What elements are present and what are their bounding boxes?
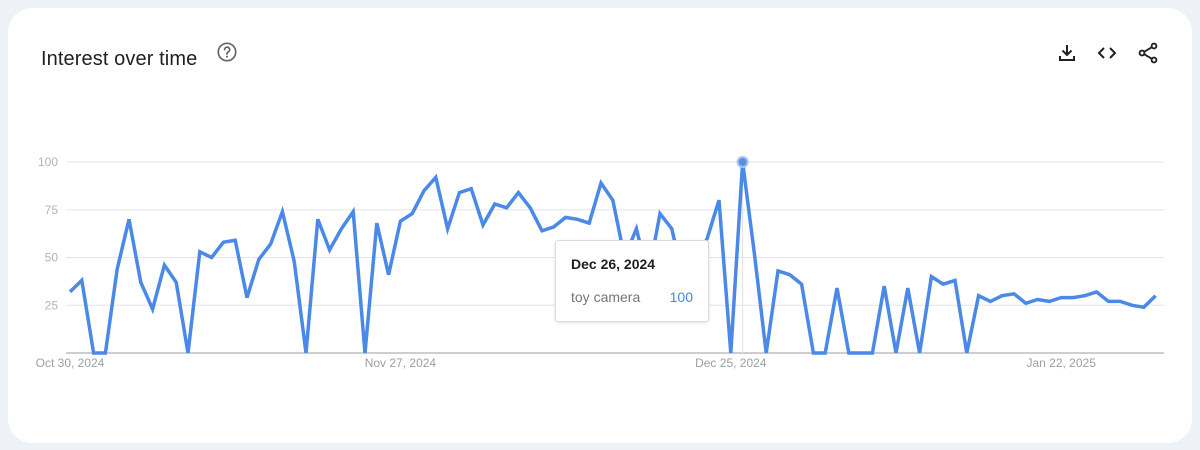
y-axis-ticks: 25 50 75 100 bbox=[38, 155, 58, 312]
svg-text:Dec 25, 2024: Dec 25, 2024 bbox=[695, 356, 767, 370]
series-line-toy-camera[interactable] bbox=[68, 161, 1157, 355]
svg-text:50: 50 bbox=[45, 251, 59, 265]
svg-text:75: 75 bbox=[45, 203, 59, 217]
download-icon[interactable] bbox=[1055, 41, 1079, 65]
svg-text:Jan 22, 2025: Jan 22, 2025 bbox=[1026, 356, 1096, 370]
svg-text:Oct 30, 2024: Oct 30, 2024 bbox=[36, 356, 105, 370]
card-title: Interest over time bbox=[41, 48, 198, 70]
help-circle-icon[interactable] bbox=[216, 41, 238, 63]
svg-text:Nov 27, 2024: Nov 27, 2024 bbox=[365, 356, 437, 370]
svg-text:25: 25 bbox=[45, 298, 59, 312]
tooltip-term: toy camera bbox=[571, 289, 641, 305]
chart-tooltip: Dec 26, 2024 toy camera 100 bbox=[555, 240, 709, 322]
svg-text:100: 100 bbox=[38, 155, 58, 169]
highlight-point[interactable] bbox=[736, 156, 749, 168]
tooltip-value: 100 bbox=[669, 289, 693, 305]
tooltip-date: Dec 26, 2024 bbox=[571, 256, 656, 272]
share-icon[interactable] bbox=[1136, 41, 1160, 65]
interest-over-time-card: Interest over time bbox=[8, 8, 1192, 443]
x-axis-ticks: Oct 30, 2024 Nov 27, 2024 Dec 25, 2024 Jan … bbox=[36, 356, 1097, 370]
code-icon[interactable] bbox=[1095, 41, 1119, 65]
